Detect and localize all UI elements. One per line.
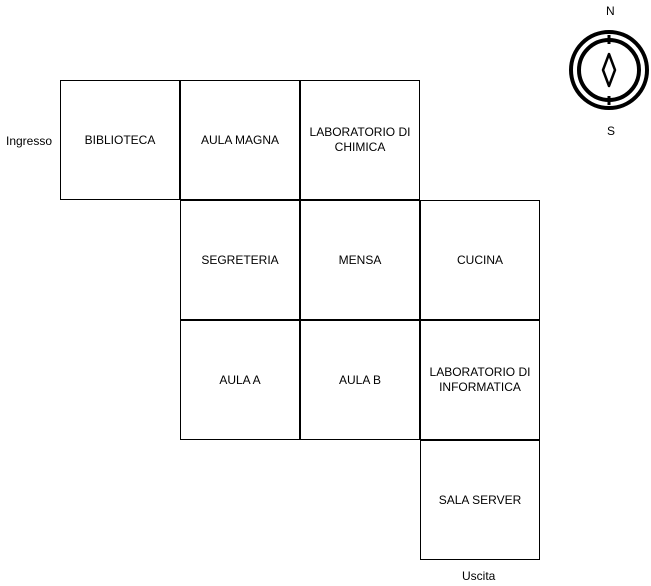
room-laboratorio-chimica: LABORATORIO DI CHIMICA xyxy=(300,80,420,200)
room-mensa: MENSA xyxy=(300,200,420,320)
room-label: MENSA xyxy=(338,252,382,267)
room-label: SEGRETERIA xyxy=(201,252,279,267)
room-biblioteca: BIBLIOTECA xyxy=(60,80,180,200)
room-label: SALA SERVER xyxy=(438,492,522,507)
room-label: BIBLIOTECA xyxy=(84,132,156,147)
room-aula-a: AULA A xyxy=(180,320,300,440)
room-label: LABORATORIO DI CHIMICA xyxy=(309,125,411,154)
entrance-label: Ingresso xyxy=(6,134,53,148)
room-aula-magna: AULA MAGNA xyxy=(180,80,300,200)
room-label: AULA MAGNA xyxy=(200,132,280,147)
compass-icon xyxy=(569,30,649,110)
room-label: LABORATORIO DI INFORMATICA xyxy=(429,365,531,394)
room-laboratorio-informatica: LABORATORIO DI INFORMATICA xyxy=(420,320,540,440)
compass-south-label: S xyxy=(607,124,616,138)
room-label: AULA B xyxy=(338,372,382,387)
compass-north-label: N xyxy=(606,4,615,18)
room-label: AULA A xyxy=(219,372,261,387)
exit-label: Uscita xyxy=(462,569,496,583)
room-label: CUCINA xyxy=(456,252,503,267)
room-sala-server: SALA SERVER xyxy=(420,440,540,560)
room-cucina: CUCINA xyxy=(420,200,540,320)
room-segreteria: SEGRETERIA xyxy=(180,200,300,320)
room-aula-b: AULA B xyxy=(300,320,420,440)
